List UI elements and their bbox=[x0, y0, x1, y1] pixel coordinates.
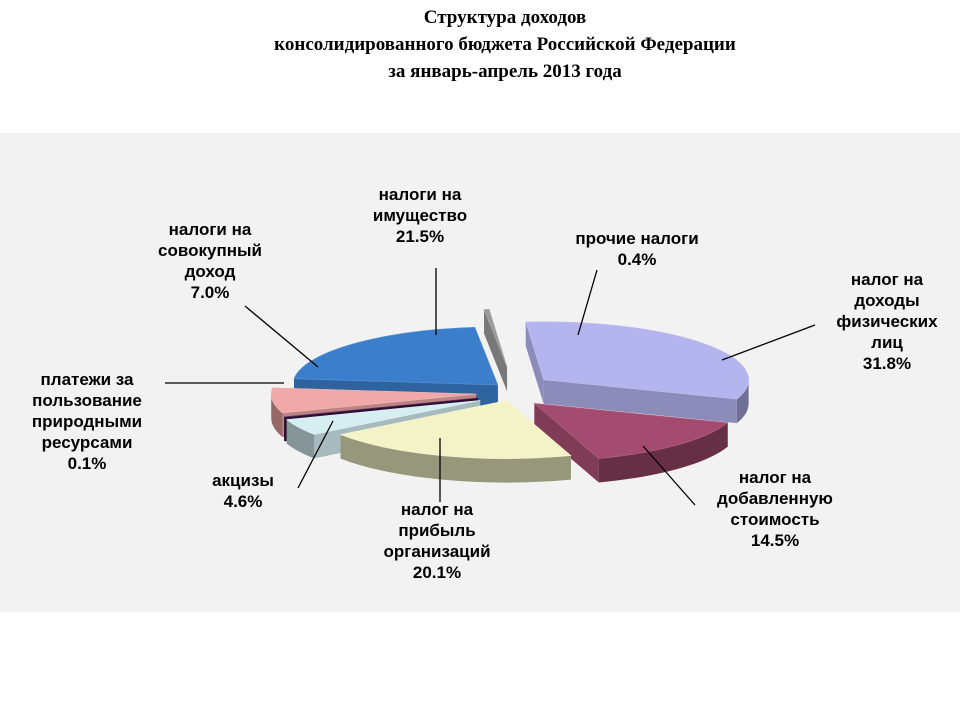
slice-name-3-line-2: прибыль bbox=[398, 521, 475, 540]
slice-name-7-line-2: имущество bbox=[373, 206, 467, 225]
slice-1-side-1 bbox=[525, 321, 544, 404]
slice-6-wall-1 bbox=[271, 394, 283, 437]
leader-lines bbox=[165, 268, 816, 506]
slice-3-top bbox=[339, 400, 572, 459]
slice-labels: налог на доходы физических лиц 31.8%налог на… bbox=[32, 185, 938, 582]
leader-line-8 bbox=[577, 269, 598, 336]
slice-name-3-line-1: налог на bbox=[401, 500, 474, 519]
slice-name-6-line-1: налоги на bbox=[169, 220, 252, 239]
slice-4-top bbox=[285, 400, 481, 435]
slice-3-wall-1 bbox=[340, 434, 571, 483]
slice-name-8-line-1: прочие налоги bbox=[575, 229, 698, 248]
leader-line-2 bbox=[642, 445, 696, 506]
title-line-3: за январь-апрель 2013 года bbox=[388, 61, 622, 82]
slice-value-7: 21.5% bbox=[396, 227, 444, 246]
slice-2-top bbox=[533, 403, 729, 459]
slice-1 bbox=[525, 321, 749, 424]
slice-name-5-line-1: платежи за bbox=[41, 370, 135, 389]
leader-line-6 bbox=[244, 305, 319, 368]
pie-slices bbox=[270, 309, 749, 483]
slice-5-top bbox=[283, 397, 479, 418]
slice-4-wall-1 bbox=[286, 419, 315, 459]
leader-line-4 bbox=[297, 420, 334, 489]
slice-value-3: 20.1% bbox=[413, 563, 461, 582]
slice-name-2-line-1: налог на bbox=[739, 468, 812, 487]
title-line-1: Структура доходов bbox=[423, 7, 587, 28]
slice-1-top bbox=[525, 321, 749, 400]
slice-label-7: налоги на имущество 21.5% bbox=[373, 185, 467, 246]
slice-label-4: акцизы 4.6% bbox=[212, 471, 274, 511]
slice-name-6-line-2: совокупный bbox=[158, 241, 262, 260]
slice-7-top bbox=[293, 327, 499, 386]
slice-1-wall-1 bbox=[736, 379, 749, 424]
slice-2 bbox=[533, 403, 729, 483]
slice-name-5-line-2: пользование bbox=[32, 391, 142, 410]
slice-2-side-2 bbox=[534, 403, 599, 483]
title-line-2: консолидированного бюджета Российской Фе… bbox=[274, 34, 736, 55]
chart-title: Структура доходов консолидированного бюд… bbox=[0, 4, 960, 85]
slice-label-6: налоги на совокупный доход 7.0% bbox=[158, 220, 262, 302]
slice-label-1: налог на доходы физических лиц 31.8% bbox=[836, 270, 938, 373]
slice-label-8: прочие налоги 0.4% bbox=[575, 229, 698, 269]
slice-name-2-line-2: добавленную bbox=[717, 489, 833, 508]
slice-name-1-line-3: физических bbox=[836, 312, 938, 331]
slice-name-2-line-3: стоимость bbox=[730, 510, 819, 529]
slice-name-7-line-1: налоги на bbox=[379, 185, 462, 204]
slice-8 bbox=[483, 309, 508, 392]
leader-line-1 bbox=[721, 324, 816, 361]
slice-8-top bbox=[483, 309, 508, 368]
slice-name-1-line-1: налог на bbox=[851, 270, 924, 289]
slice-6-top bbox=[270, 387, 477, 414]
slice-name-3-line-3: организаций bbox=[383, 542, 490, 561]
slice-value-5: 0.1% bbox=[68, 454, 107, 473]
slice-value-4: 4.6% bbox=[224, 492, 263, 511]
slice-name-6-line-3: доход bbox=[185, 262, 236, 281]
slice-label-2: налог на добавленную стоимость 14.5% bbox=[717, 468, 833, 550]
slice-1-side-2 bbox=[543, 379, 737, 424]
slice-3 bbox=[339, 400, 572, 483]
slice-label-5: платежи за пользование природными ресурсами… bbox=[32, 370, 142, 473]
slice-2-wall-1 bbox=[598, 422, 728, 483]
slice-label-3: налог на прибыль организаций 20.1% bbox=[383, 500, 490, 582]
slice-value-8: 0.4% bbox=[618, 250, 657, 269]
slice-name-1-line-4: лиц bbox=[871, 333, 903, 352]
slice-value-2: 14.5% bbox=[751, 531, 799, 550]
slice-value-6: 7.0% bbox=[191, 283, 230, 302]
slice-name-5-line-4: ресурсами bbox=[42, 433, 133, 452]
slice-value-1: 31.8% bbox=[863, 354, 911, 373]
slice-name-5-line-3: природными bbox=[32, 412, 142, 431]
slice-name-4-line-1: акцизы bbox=[212, 471, 274, 490]
slice-name-1-line-2: доходы bbox=[854, 291, 919, 310]
slice-4-side-2 bbox=[286, 400, 481, 444]
